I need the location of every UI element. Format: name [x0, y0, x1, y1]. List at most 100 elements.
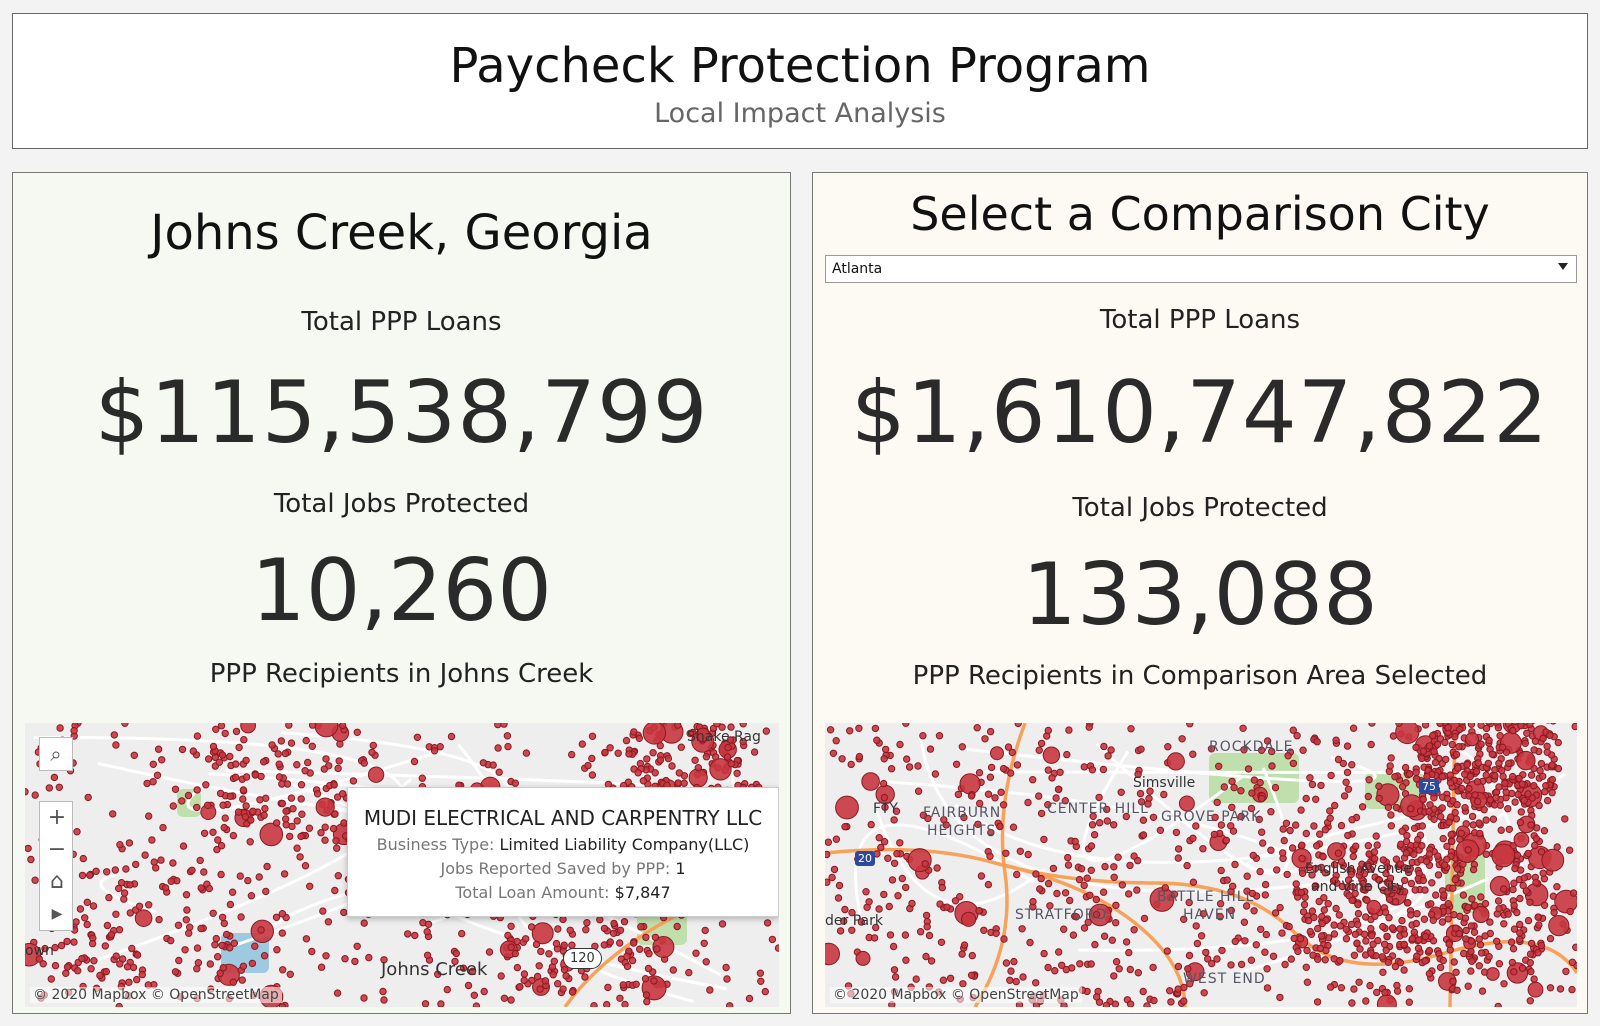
- recipient-dot: [333, 844, 341, 852]
- recipient-dot: [62, 969, 70, 978]
- play-icon[interactable]: ▶: [51, 906, 63, 922]
- recipient-dot: [485, 948, 494, 956]
- recipient-dot: [1420, 915, 1429, 923]
- recipient-dot: [1438, 804, 1446, 812]
- recipient-dot: [1430, 815, 1438, 824]
- recipient-dot: [634, 769, 642, 777]
- recipient-dot: [1298, 854, 1306, 863]
- recipient-dot: [891, 973, 900, 981]
- recipient-dot: [1019, 973, 1027, 981]
- recipient-dot: [1292, 880, 1300, 888]
- search-icon[interactable]: ⌕: [39, 737, 73, 771]
- recipient-dot: [1114, 853, 1122, 861]
- recipient-dot: [642, 991, 651, 999]
- recipient-dot: [200, 868, 208, 876]
- recipient-dot: [1024, 798, 1032, 807]
- recipient-dot: [1024, 850, 1032, 859]
- recipient-dot: [1350, 951, 1359, 960]
- map-attribution[interactable]: © 2020 Mapbox © OpenStreetMap: [830, 987, 1082, 1003]
- map-attribution[interactable]: © 2020 Mapbox © OpenStreetMap: [30, 987, 282, 1003]
- recipient-dot: [1160, 790, 1168, 799]
- recipient-dot: [1334, 755, 1343, 764]
- recipient-dot: [1343, 768, 1352, 777]
- recipient-dot: [211, 941, 219, 949]
- map-place-label: FTY: [873, 801, 898, 817]
- recipient-dot: [1554, 738, 1562, 747]
- recipient-dot: [637, 923, 645, 931]
- recipient-dot: [588, 754, 596, 763]
- recipient-dot: [1493, 937, 1501, 946]
- recipient-dot: [1511, 798, 1519, 806]
- recipient-dot: [1507, 938, 1516, 946]
- recipient-dot: [1518, 780, 1526, 788]
- recipient-dot: [664, 754, 673, 763]
- recipient-dot: [692, 949, 700, 957]
- zoom-in-icon[interactable]: +: [47, 805, 67, 830]
- map-canvas[interactable]: [825, 723, 1577, 1007]
- recipient-dot: [649, 749, 657, 757]
- recipient-dot: [1230, 783, 1238, 792]
- recipient-dot: [1163, 947, 1171, 955]
- recipient-dot: [472, 1002, 481, 1007]
- recipient-dot: [1342, 778, 1350, 786]
- recipient-dot: [1316, 944, 1324, 953]
- johns-creek-map[interactable]: Shake Rag Johns Creek own 120 ⌕ + − ⌂ ▶ …: [25, 723, 779, 1007]
- recipient-dot: [1252, 941, 1260, 949]
- recipient-dot: [1485, 953, 1493, 961]
- recipient-dot: [89, 902, 98, 910]
- recipient-dot: [880, 890, 888, 899]
- recipient-dot: [1379, 922, 1387, 931]
- comparison-map[interactable]: FTY FAIRBURN HEIGHTS CENTER HILL Simsvil…: [825, 723, 1577, 1007]
- recipient-dot: [1186, 980, 1194, 988]
- recipient-dot: [221, 814, 229, 822]
- recipient-dot: [997, 788, 1005, 797]
- recipient-dot: [1327, 771, 1335, 780]
- recipient-dot: [251, 771, 260, 779]
- recipient-dot: [217, 842, 226, 850]
- recipient-dot: [724, 743, 732, 752]
- comparison-city-select[interactable]: Atlanta: [825, 255, 1577, 283]
- total-jobs-label: Total Jobs Protected: [1072, 493, 1328, 523]
- recipient-dot: [1500, 885, 1508, 893]
- recipient-dot: [1524, 849, 1532, 858]
- recipient-dot: [825, 850, 831, 859]
- recipient-dot: [1108, 936, 1116, 944]
- recipient-dot: [1335, 911, 1343, 919]
- home-icon[interactable]: ⌂: [50, 869, 64, 894]
- recipient-dot: [194, 959, 203, 967]
- recipient-dot: [1220, 783, 1228, 791]
- recipient-dot: [1258, 794, 1266, 803]
- recipient-dot: [171, 785, 180, 794]
- recipient-dot: [1410, 824, 1419, 833]
- recipient-dot: [1350, 985, 1358, 993]
- recipient-dot: [1326, 983, 1335, 991]
- recipient-dot: [1374, 936, 1382, 945]
- recipient-dot: [1521, 739, 1529, 747]
- recipient-dot: [1358, 803, 1367, 811]
- recipient-dot: [867, 820, 875, 829]
- recipient-dot: [1395, 723, 1420, 745]
- recipient-dot: [1193, 939, 1202, 948]
- total-jobs-value: 10,260: [251, 541, 552, 641]
- recipient-dot: [1398, 827, 1406, 835]
- recipient-dot: [1443, 855, 1451, 864]
- recipient-dot: [317, 963, 326, 971]
- recipient-dot: [722, 963, 730, 972]
- recipient-dot: [301, 767, 309, 775]
- recipient-dot: [1485, 736, 1493, 745]
- recipient-dot: [1048, 774, 1056, 782]
- recipient-dot: [1505, 759, 1513, 768]
- recipient-dot: [1569, 889, 1577, 897]
- recipient-dot: [278, 910, 287, 918]
- recipient-dot: [1539, 772, 1547, 780]
- recipient-dot: [1550, 723, 1557, 725]
- recipient-dot: [157, 856, 165, 864]
- recipient-dot: [280, 870, 289, 878]
- recipient-dot: [25, 788, 29, 796]
- zoom-out-icon[interactable]: −: [47, 837, 67, 862]
- recipient-dot: [1299, 746, 1307, 754]
- recipient-dot: [1522, 887, 1530, 895]
- recipient-dot: [861, 772, 880, 791]
- recipient-dot: [1421, 932, 1430, 941]
- recipient-dot: [668, 762, 676, 770]
